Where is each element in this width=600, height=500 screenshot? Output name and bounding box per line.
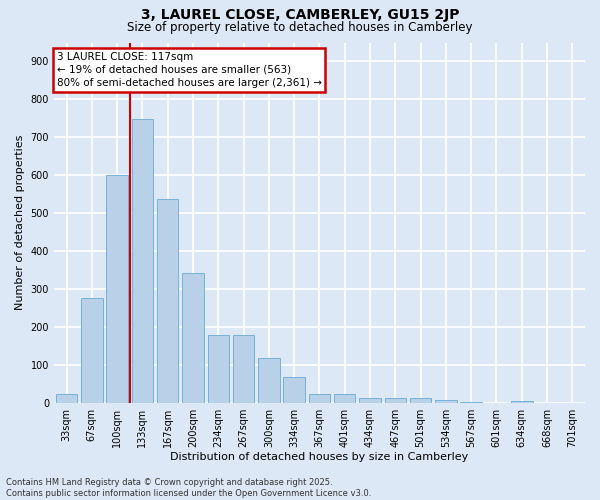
Bar (233, 335, 254, 402)
Bar (309, 394, 330, 402)
Bar (359, 398, 381, 402)
Text: Contains HM Land Registry data © Crown copyright and database right 2025.
Contai: Contains HM Land Registry data © Crown c… (6, 478, 371, 498)
Bar (56, 394, 77, 402)
Bar (283, 377, 305, 402)
Bar (511, 401, 533, 402)
Bar (334, 394, 355, 402)
Text: Size of property relative to detached houses in Camberley: Size of property relative to detached ho… (127, 21, 473, 34)
Bar (106, 175, 128, 402)
Bar (410, 398, 431, 402)
Bar (435, 400, 457, 402)
Y-axis label: Number of detached properties: Number of detached properties (15, 135, 25, 310)
Bar (258, 358, 280, 403)
Bar (157, 199, 178, 402)
Text: 3, LAUREL CLOSE, CAMBERLEY, GU15 2JP: 3, LAUREL CLOSE, CAMBERLEY, GU15 2JP (141, 8, 459, 22)
Bar (208, 335, 229, 402)
X-axis label: Distribution of detached houses by size in Camberley: Distribution of detached houses by size … (170, 452, 469, 462)
Bar (81, 298, 103, 403)
Bar (385, 398, 406, 402)
Bar (182, 272, 204, 402)
Bar (131, 119, 153, 403)
Text: 3 LAUREL CLOSE: 117sqm
← 19% of detached houses are smaller (563)
80% of semi-de: 3 LAUREL CLOSE: 117sqm ← 19% of detached… (56, 52, 322, 88)
